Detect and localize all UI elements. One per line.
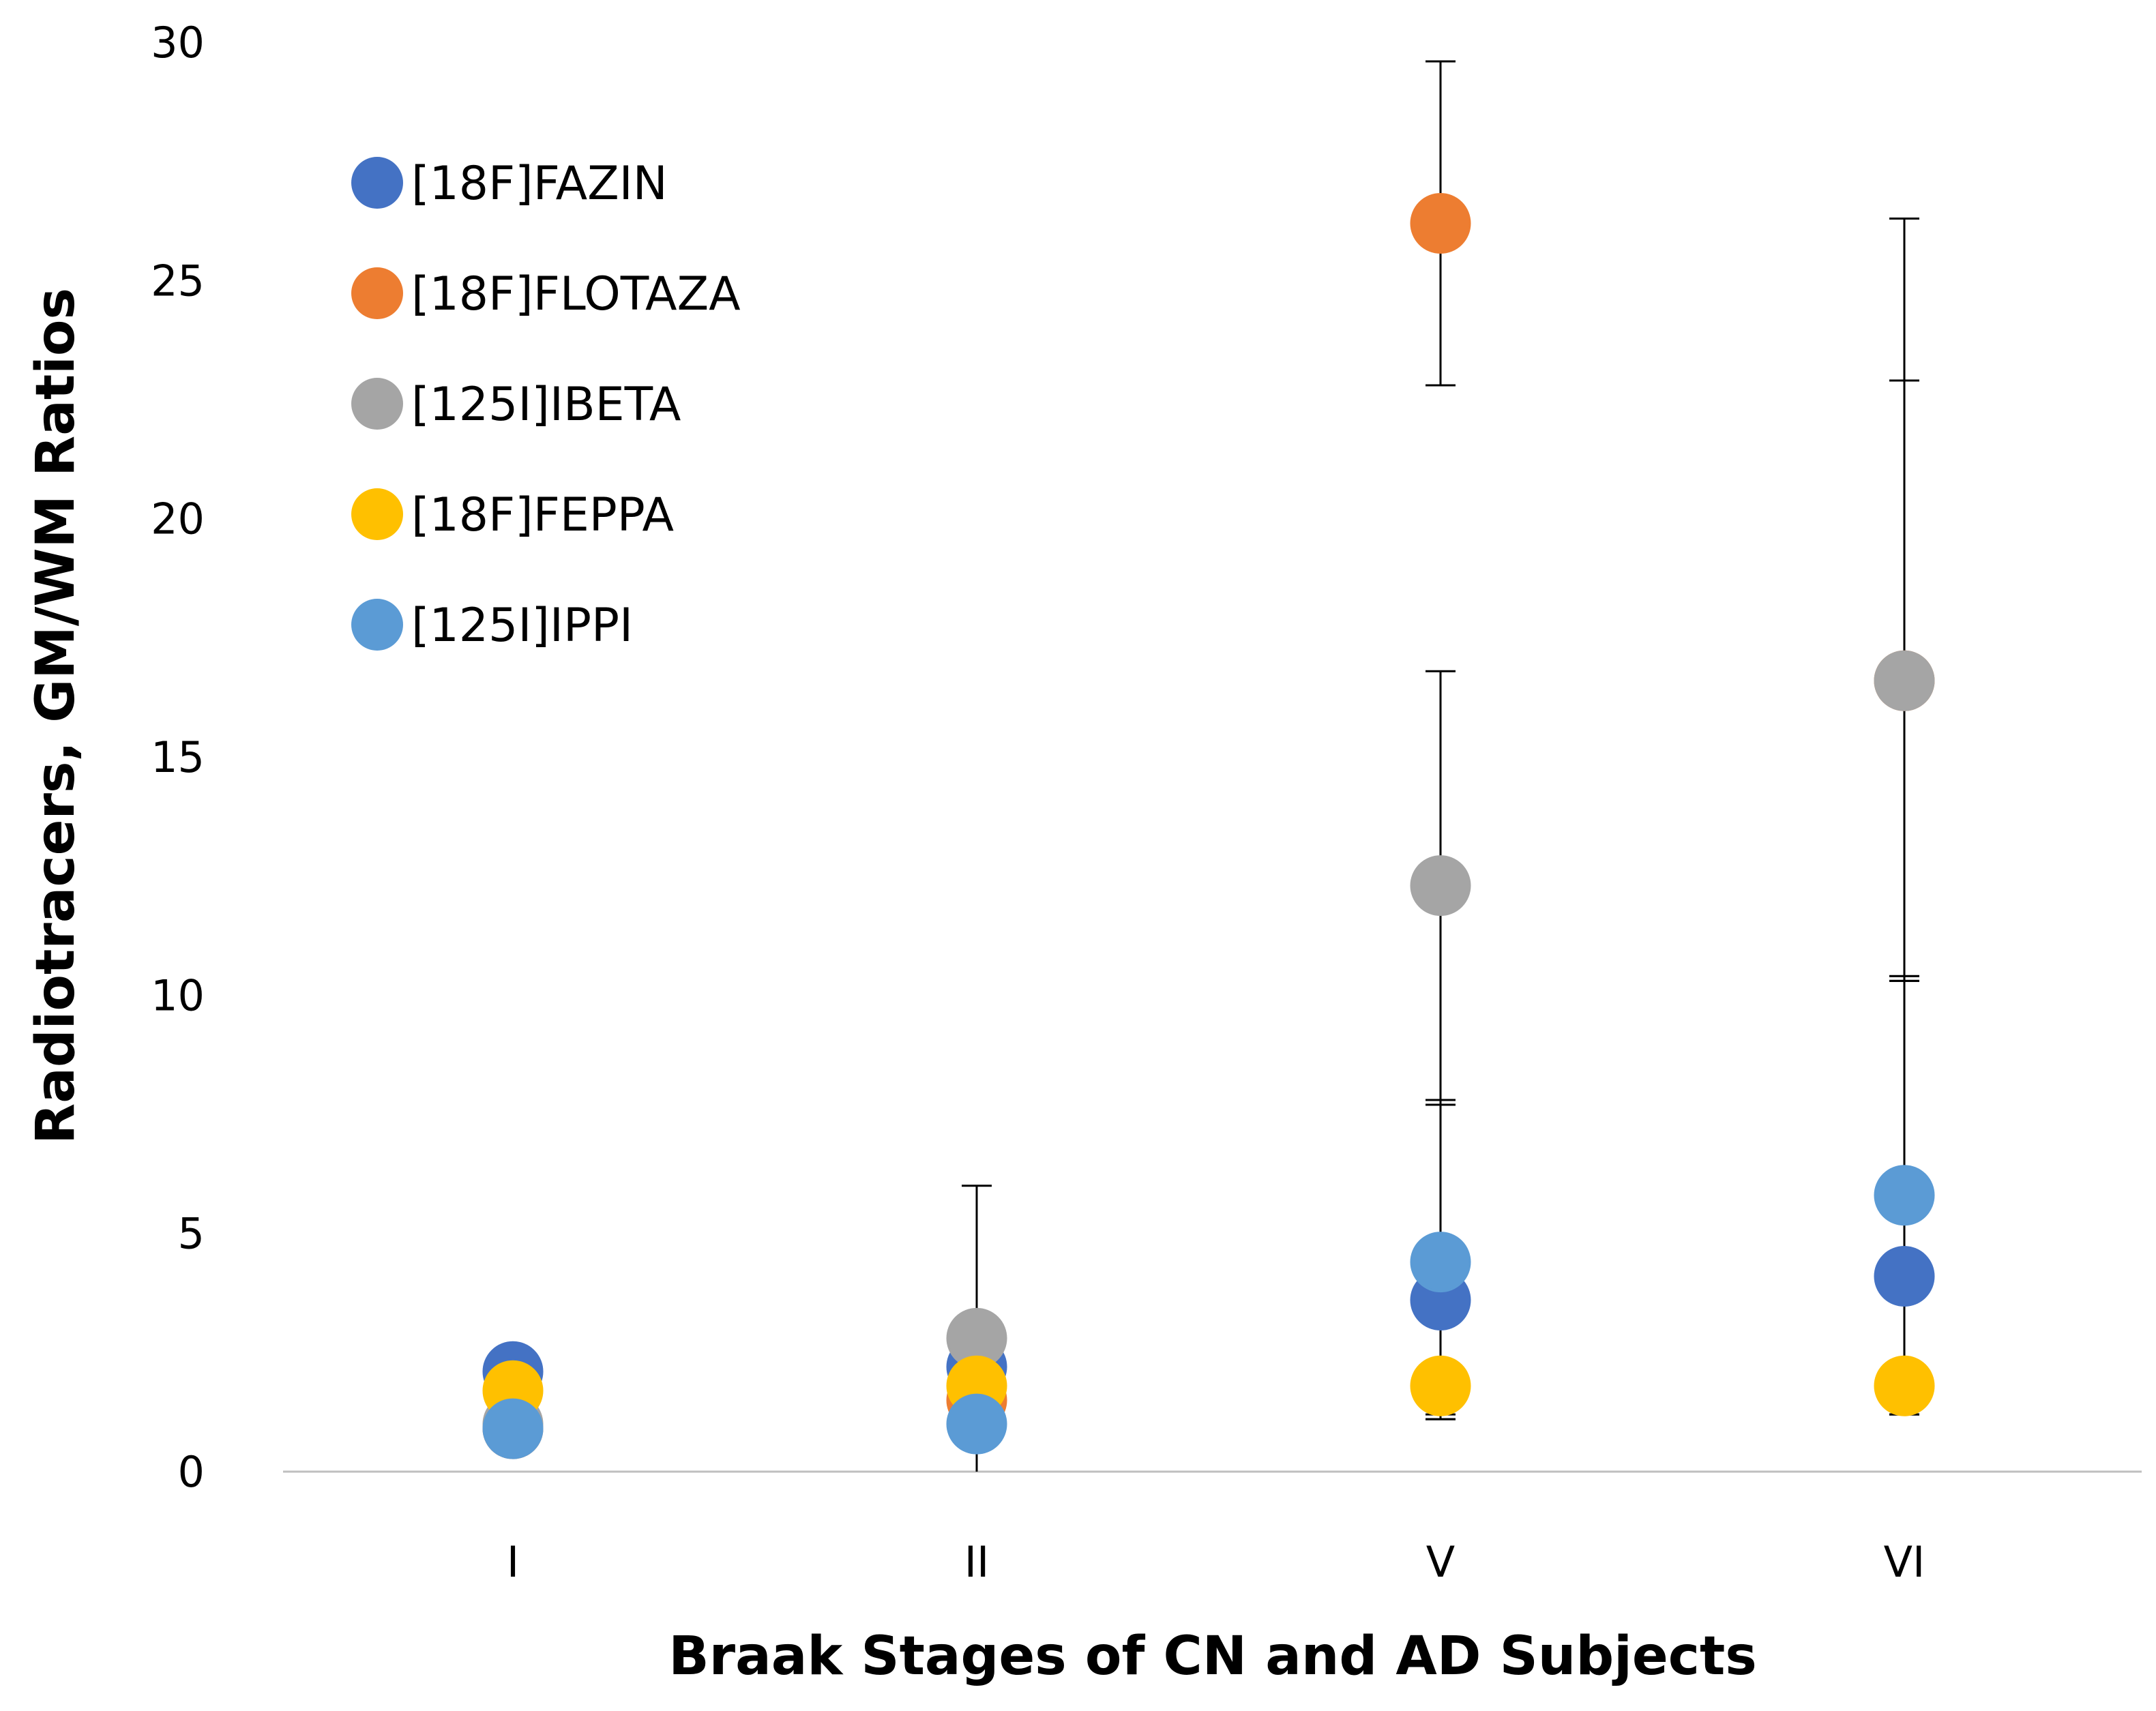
legend-marker	[351, 488, 403, 540]
x-tick-label: I	[507, 1537, 519, 1587]
y-tick-label: 15	[151, 732, 205, 782]
data-point	[1874, 1355, 1935, 1416]
x-tick-label: II	[964, 1537, 990, 1587]
legend-label: [18F]FAZIN	[411, 157, 668, 211]
y-tick-label: 0	[178, 1447, 205, 1497]
data-point	[1410, 192, 1471, 254]
data-point	[1410, 855, 1471, 917]
y-axis-ticks: 0 5 10 15 20 25 30	[151, 18, 205, 1497]
x-tick-label: VI	[1884, 1537, 1925, 1587]
x-axis-ticks: I II V VI	[507, 1537, 1925, 1587]
x-axis-title: Braak Stages of CN and AD Subjects	[668, 1626, 1757, 1687]
data-point	[1410, 1232, 1471, 1293]
y-axis-title: Radiotracers, GM/WM Ratios	[25, 288, 87, 1144]
data-point	[482, 1398, 544, 1459]
legend-marker	[351, 599, 403, 651]
legend: [18F]FAZIN [18F]FLOTAZA [125I]IBETA [18F]FE…	[351, 157, 741, 653]
legend-marker	[351, 378, 403, 430]
y-tick-label: 5	[178, 1209, 205, 1259]
legend-label: [125I]IPPI	[411, 599, 633, 653]
legend-marker	[351, 157, 403, 209]
data-point	[1874, 650, 1935, 711]
y-tick-label: 30	[151, 18, 205, 68]
legend-label: [18F]FLOTAZA	[411, 267, 741, 321]
data-point	[1874, 1246, 1935, 1307]
data-markers	[482, 192, 1935, 1459]
data-point	[1874, 1165, 1935, 1226]
y-tick-label: 20	[151, 494, 205, 544]
legend-marker	[351, 267, 403, 319]
data-point	[946, 1393, 1007, 1455]
legend-label: [125I]IBETA	[411, 378, 681, 432]
legend-label: [18F]FEPPA	[411, 488, 674, 542]
y-tick-label: 10	[151, 970, 205, 1020]
x-tick-label: V	[1426, 1537, 1455, 1587]
data-point	[1410, 1355, 1471, 1416]
y-tick-label: 25	[151, 256, 205, 306]
